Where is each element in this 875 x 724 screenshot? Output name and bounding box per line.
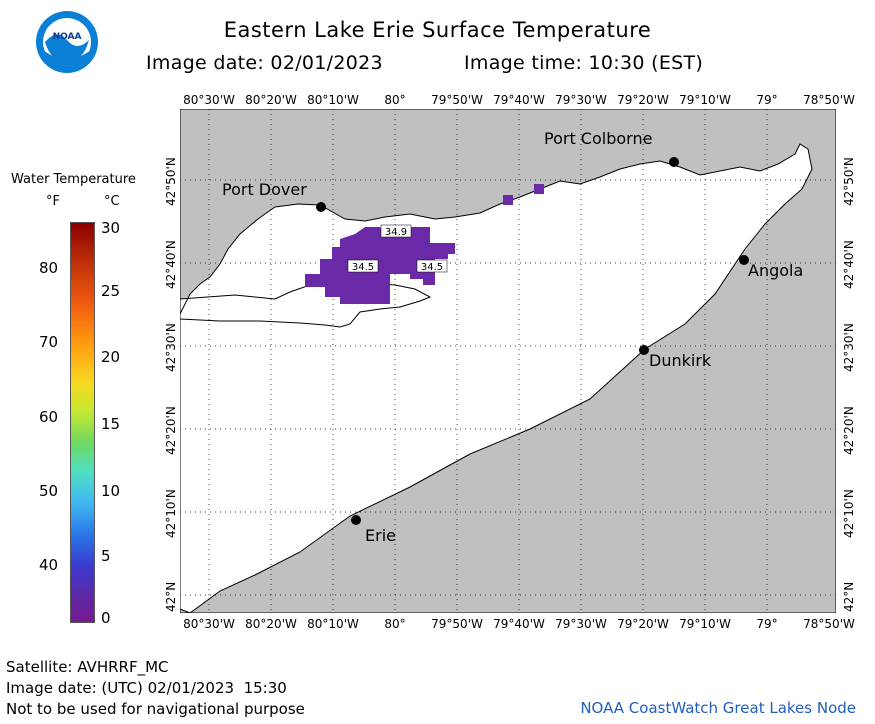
legend-f-tick: 50 (39, 482, 59, 500)
city-label: Port Dover (222, 180, 307, 199)
temperature-label: 34.5 (352, 262, 374, 273)
disclaimer: Not to be used for navigational purpose (6, 700, 305, 718)
lon-label: 79°40'W (493, 93, 545, 107)
legend-f-tick: 40 (39, 556, 59, 574)
lon-label: 80°20'W (245, 93, 297, 107)
legend-c-tick: 25 (101, 282, 121, 300)
city-marker (316, 202, 326, 212)
page-title: Eastern Lake Erie Surface Temperature (223, 18, 652, 42)
legend-f-tick: 80 (39, 259, 59, 277)
city-marker (739, 255, 749, 265)
lat-label: 42°10'N (842, 489, 856, 538)
lon-label: 80°30'W (183, 617, 235, 631)
legend-unit-f: °F (46, 194, 60, 209)
lat-label: 42°30'N (164, 323, 178, 372)
lat-label: 42°20'N (164, 406, 178, 455)
lon-label: 78°50'W (803, 617, 855, 631)
warm-water-patch (305, 227, 455, 304)
lat-label: 42°50'N (164, 157, 178, 206)
lon-label: 79°30'W (555, 617, 607, 631)
lon-label: 79°50'W (431, 93, 483, 107)
legend-f-tick: 60 (39, 408, 59, 426)
lon-label: 79°40'W (493, 617, 545, 631)
lon-label: 78°50'W (803, 93, 855, 107)
lon-label: 79°10'W (679, 617, 731, 631)
temperature-label: 34.5 (421, 262, 443, 273)
temperature-label: 34.9 (385, 227, 407, 238)
lat-label: 42°20'N (842, 406, 856, 455)
lon-label: 80° (384, 93, 406, 107)
lake-erie-map: 34.9 34.5 34.5 Port Colborne Port Dover … (180, 109, 836, 613)
city-marker (639, 345, 649, 355)
utc-date: Image date: (UTC) 02/01/2023 15:30 (6, 679, 287, 697)
satellite-info: Satellite: AVHRRF_MC (6, 658, 169, 676)
lon-label: 79°50'W (431, 617, 483, 631)
legend-c-tick: 5 (101, 547, 111, 565)
graticule (180, 109, 836, 613)
legend-c-tick: 30 (101, 219, 121, 237)
color-scale-bar (70, 222, 95, 623)
lon-label: 80° (384, 617, 406, 631)
lon-label: 80°20'W (245, 617, 297, 631)
lat-label: 42°N (164, 581, 178, 612)
lon-label: 79°30'W (555, 93, 607, 107)
lon-label: 79°20'W (617, 617, 669, 631)
legend-f-tick: 70 (39, 333, 59, 351)
warm-water-pixel (534, 184, 544, 194)
lon-label: 80°10'W (307, 93, 359, 107)
lat-label: 42°50'N (842, 157, 856, 206)
city-label: Dunkirk (649, 351, 712, 370)
legend-title: Water Temperature (11, 172, 136, 187)
legend-c-tick: 0 (101, 609, 111, 627)
city-marker (669, 157, 679, 167)
lon-label: 79° (756, 617, 778, 631)
image-date: Image date: 02/01/2023 (146, 52, 383, 74)
lon-label: 80°10'W (307, 617, 359, 631)
legend-c-tick: 15 (101, 415, 121, 433)
city-label: Port Colborne (544, 129, 652, 148)
lon-label: 79°20'W (617, 93, 669, 107)
noaa-logo: NOAA (35, 10, 99, 74)
lat-label: 42°40'N (164, 240, 178, 289)
lat-label: 42°40'N (842, 240, 856, 289)
city-label: Erie (365, 526, 396, 545)
logo-text: NOAA (53, 32, 82, 42)
legend-unit-c: °C (104, 194, 120, 209)
lon-label: 79°10'W (679, 93, 731, 107)
warm-water-pixel (503, 195, 513, 205)
lat-label: 42°N (842, 581, 856, 612)
image-time: Image time: 10:30 (EST) (464, 52, 704, 74)
lon-label: 80°30'W (183, 93, 235, 107)
legend-c-tick: 20 (101, 348, 121, 366)
city-marker (351, 515, 361, 525)
lat-label: 42°10'N (164, 489, 178, 538)
lon-label: 79° (756, 93, 778, 107)
lat-label: 42°30'N (842, 323, 856, 372)
legend-c-tick: 10 (101, 482, 121, 500)
city-label: Angola (748, 261, 803, 280)
credit-line: NOAA CoastWatch Great Lakes Node (580, 699, 856, 717)
